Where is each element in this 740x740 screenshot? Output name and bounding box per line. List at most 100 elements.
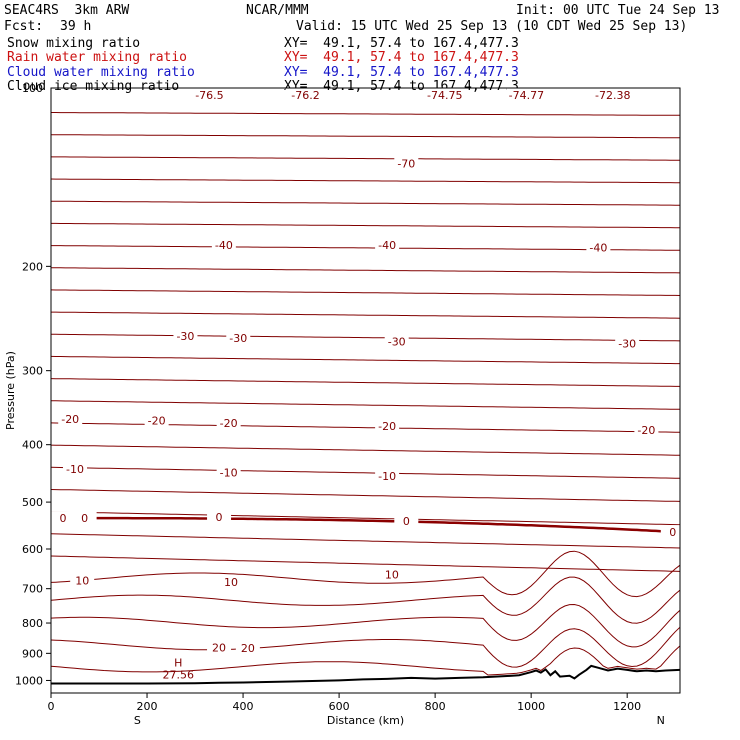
x-tick-label: 800 — [425, 700, 446, 713]
top-value-label-bg — [506, 88, 547, 100]
contour-label-bg — [70, 573, 95, 587]
terrain-line — [51, 664, 681, 685]
contour-label: 10 — [75, 574, 89, 587]
y-tick-label: 400 — [22, 439, 43, 452]
contour-label-bg — [144, 413, 169, 427]
forecast-label: Fcst: — [4, 19, 44, 34]
freezing-level-line — [51, 516, 681, 534]
contour-label: -30 — [618, 338, 636, 351]
contour-label-bg — [51, 511, 76, 525]
contour-label-bg — [375, 237, 400, 251]
contour-label: -30 — [176, 330, 194, 343]
isotherm-line — [51, 134, 681, 139]
top-value-label-bg — [285, 88, 326, 100]
contour-label-bg — [219, 574, 244, 588]
isotherm-line — [50, 489, 681, 502]
isotherm-line — [50, 603, 681, 648]
contour-label-bg — [211, 237, 236, 251]
field-snow-xy: XY= 49.1, 57.4 to 167.4,477.3 — [284, 36, 519, 51]
isotherm-line — [50, 550, 681, 598]
isotherm-line — [51, 112, 680, 116]
init-time: Init: 00 UTC Tue 24 Sep 13 — [516, 3, 720, 18]
contour-label: -70 — [397, 157, 415, 170]
isotherm-contours — [50, 112, 681, 676]
top-value-label: -74.77 — [509, 89, 544, 102]
y-tick-label: 600 — [22, 543, 43, 556]
top-value-label-bg — [592, 88, 633, 100]
contour-label-bg — [173, 328, 198, 342]
contour-label-bg — [207, 640, 232, 654]
contour-label-bg — [235, 641, 260, 655]
isotherm-line — [50, 267, 681, 274]
forecast-hour: 39 h — [60, 19, 92, 34]
x-tick-label: 200 — [137, 700, 158, 713]
isotherm-line — [50, 289, 681, 296]
contour-label: -10 — [378, 470, 396, 483]
y-tick-label: 300 — [22, 365, 43, 378]
isotherm-line — [51, 222, 680, 229]
top-value-label: -76.2 — [291, 89, 319, 102]
contour-label: 20 — [241, 642, 255, 655]
x-tick-label: 1200 — [613, 700, 641, 713]
contour-label: -20 — [148, 414, 166, 427]
north-end-label: N — [657, 714, 665, 727]
contour-label: -40 — [215, 239, 233, 252]
contour-label: 0 — [60, 512, 67, 525]
contour-label-bg — [72, 511, 97, 525]
x-tick-label: 600 — [329, 700, 350, 713]
isotherm-line — [50, 511, 681, 526]
contour-label: -20 — [378, 420, 396, 433]
contour-label: 0 — [669, 526, 676, 539]
max-marker-letter: H — [174, 657, 182, 670]
isotherm-line — [50, 626, 681, 668]
top-value-label: -74.75 — [427, 89, 462, 102]
isotherm-line — [51, 156, 680, 161]
terrain-layer — [51, 664, 681, 685]
isotherm-line — [50, 355, 680, 365]
top-value-label-bg — [424, 88, 465, 100]
contour-label: 20 — [212, 642, 226, 655]
contour-label: -30 — [229, 332, 247, 345]
contour-label: -20 — [637, 424, 655, 437]
contour-label: -40 — [589, 242, 607, 255]
x-tick-label: 1000 — [517, 700, 545, 713]
max-marker-value: 27.56 — [162, 669, 194, 682]
isotherm-line — [51, 245, 681, 251]
contour-labels: -70 -40 -40 -40 -30 -30 -30 -30 -20 -20 -20 -20 -20 -… — [51, 88, 685, 682]
contour-label-bg — [226, 330, 251, 344]
isotherm-line — [50, 444, 680, 456]
contour-label: -30 — [388, 336, 406, 349]
contour-label-bg — [207, 510, 232, 524]
top-value-label: -76.5 — [195, 89, 223, 102]
model-title: SEAC4RS 3km ARW — [4, 3, 130, 18]
contour-label: -10 — [220, 467, 238, 480]
valid-time: Valid: 15 UTC Wed 25 Sep 13 (10 CDT Wed … — [296, 19, 688, 34]
top-value-label: -72.38 — [595, 89, 630, 102]
y-tick-label: 700 — [22, 583, 43, 596]
contour-label: 10 — [224, 576, 238, 589]
contour-label: 0 — [81, 512, 88, 525]
field-cloud-water-label: Cloud water mixing ratio — [7, 65, 195, 80]
y-tick-label: 900 — [22, 647, 43, 660]
isotherm-line — [51, 333, 681, 342]
y-tick-label: 500 — [22, 496, 43, 509]
contour-label-bg — [379, 567, 404, 581]
contour-label-bg — [394, 156, 419, 170]
contour-label: -20 — [61, 413, 79, 426]
isotherm-line — [50, 533, 681, 549]
isotherm-line — [50, 466, 681, 479]
y-axis-label: Pressure (hPa) — [4, 351, 17, 430]
y-tick-label: 200 — [22, 260, 43, 273]
south-end-label: S — [134, 714, 141, 727]
contour-label-bg — [375, 419, 400, 433]
field-cloud-ice-label: Cloud ice mixing ratio — [7, 79, 180, 94]
field-cloud-water-xy: XY= 49.1, 57.4 to 167.4,477.3 — [284, 65, 519, 80]
contour-label: -10 — [66, 463, 84, 476]
y-tick-label: 1000 — [15, 674, 43, 687]
isotherm-line — [51, 400, 681, 410]
contour-label-bg — [660, 525, 685, 539]
x-tick-label: 0 — [48, 700, 55, 713]
isotherm-line — [51, 200, 680, 206]
contour-label-bg — [615, 336, 640, 350]
